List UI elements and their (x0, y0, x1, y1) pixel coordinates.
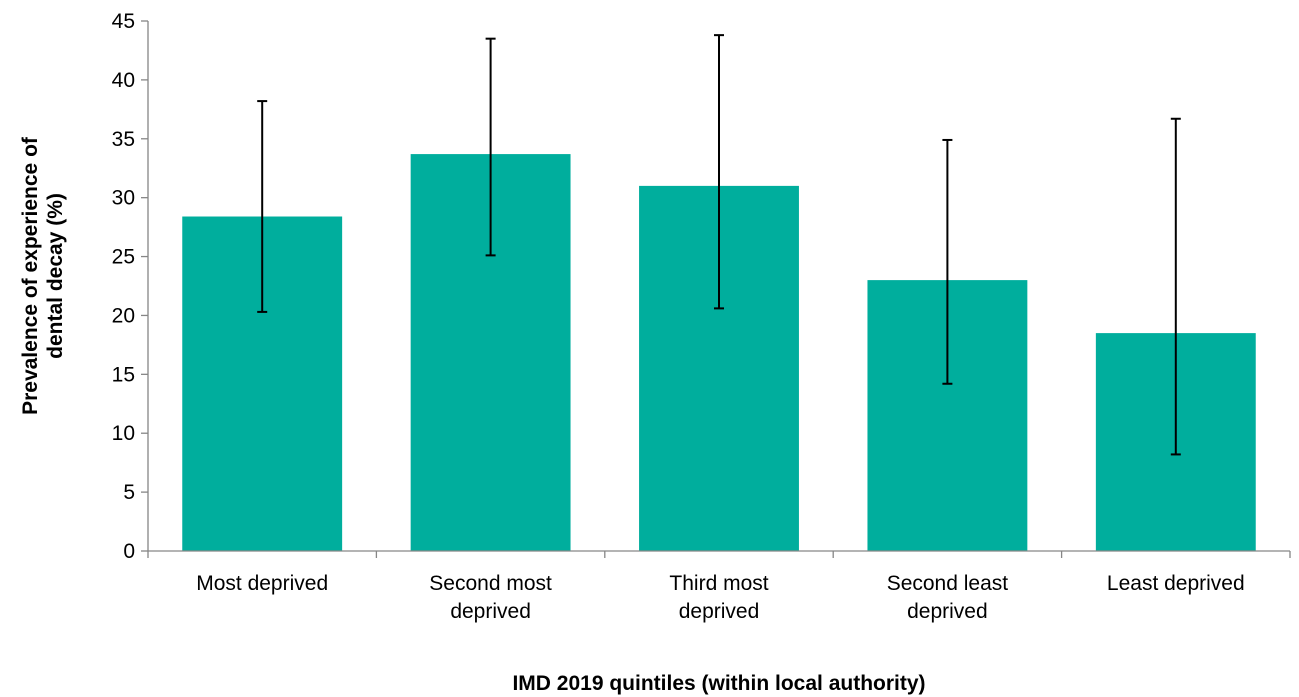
x-category-label: Most deprived (196, 572, 328, 595)
y-tick-label: 10 (112, 422, 135, 445)
y-axis-title-text: Prevalence of experience ofdental decay … (19, 136, 67, 415)
x-category-label-line: deprived (450, 600, 531, 623)
error-bar (485, 37, 496, 257)
x-category-label-line: Second least (887, 572, 1009, 595)
y-tick-label: 0 (123, 540, 135, 563)
y-tick-label: 5 (123, 481, 135, 504)
error-bar (942, 138, 953, 385)
y-axis-ticks: 0 5 10 15 20 25 30 35 40 45 (112, 10, 148, 563)
y-tick-label: 30 (112, 187, 135, 210)
x-axis-title: IMD 2019 quintiles (within local authori… (512, 672, 925, 695)
x-category-label-line: Least deprived (1107, 572, 1245, 595)
y-axis-title: Prevalence of experience ofdental decay … (19, 136, 67, 415)
x-category-label: Second least deprived (887, 572, 1009, 623)
x-category-label: Least deprived (1107, 572, 1245, 595)
x-category-label-line: Second most (429, 572, 552, 595)
x-category-label-line: deprived (679, 600, 760, 623)
error-bar (714, 34, 724, 310)
axes (147, 21, 1291, 558)
x-category-label: Third most deprived (669, 572, 768, 623)
x-category-label-line: Most deprived (196, 572, 328, 595)
y-tick-label: 20 (112, 304, 135, 327)
y-tick-label: 35 (112, 128, 135, 151)
y-tick-label: 25 (112, 246, 135, 269)
x-category-label: Second most deprived (429, 572, 552, 623)
x-category-label-line: deprived (907, 600, 988, 623)
y-tick-label: 45 (112, 10, 135, 33)
error-bar (1170, 117, 1181, 456)
x-category-label-line: Third most (669, 572, 768, 595)
error-bar (257, 100, 268, 313)
y-axis-title-line: Prevalence of experience of (19, 136, 42, 415)
y-axis-title-line: dental decay (%) (44, 193, 67, 359)
y-tick-label: 40 (112, 69, 135, 92)
error-bars (257, 34, 1181, 456)
y-tick-label: 15 (112, 363, 135, 386)
